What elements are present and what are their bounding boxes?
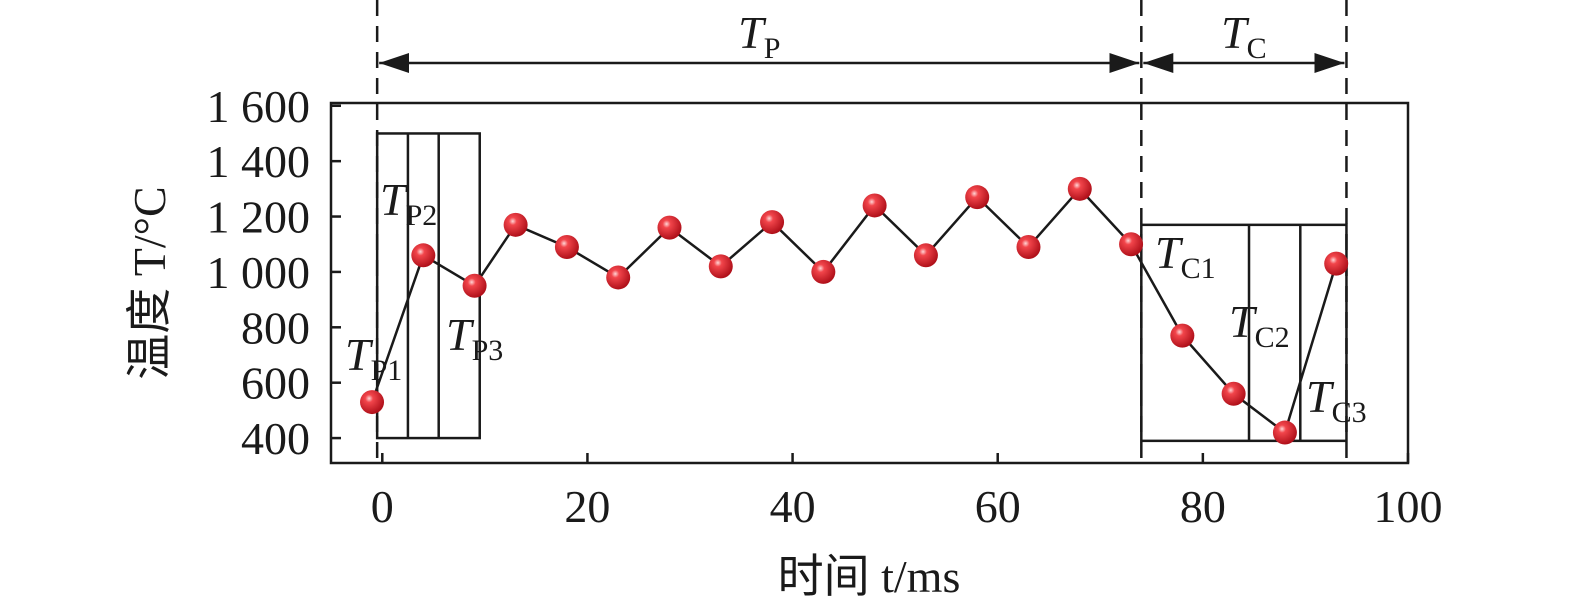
annotation-c3: TC3 — [1306, 371, 1367, 429]
data-point — [1016, 235, 1041, 259]
annotation-p2: TP2 — [380, 174, 437, 232]
series-layer — [360, 176, 1349, 445]
data-point — [1119, 232, 1144, 257]
annotation-p3-symbol: T — [446, 309, 475, 360]
annotation-p3-subscript: P3 — [472, 334, 504, 367]
data-point — [1324, 251, 1349, 276]
annotation-c1-subscript: C1 — [1181, 252, 1216, 285]
annotation-p3: TP3 — [446, 309, 503, 367]
y-tick-label: 1 400 — [207, 136, 311, 187]
plot-frame — [329, 101, 1410, 465]
y-tick-label: 600 — [241, 358, 310, 409]
annotation-c3-symbol: T — [1306, 371, 1335, 422]
x-tick-label: 20 — [564, 481, 610, 532]
y-axis-title: 温度 T/°C — [124, 186, 175, 379]
x-tick-label: 60 — [975, 481, 1021, 532]
y-tick-label: 1 600 — [207, 81, 311, 132]
x-tick-label: 0 — [371, 481, 394, 532]
annotation-c1: TC1 — [1155, 227, 1216, 285]
period-label-c-symbol: T — [1221, 7, 1250, 58]
period-label-c-subscript: C — [1247, 32, 1267, 65]
data-point — [657, 215, 682, 240]
data-point — [462, 273, 487, 298]
x-axis-title: 时间 t/ms — [778, 551, 961, 602]
annotation-p1: TP1 — [345, 329, 402, 387]
data-point — [965, 185, 990, 210]
annotation-p2-symbol: T — [380, 174, 409, 225]
data-point — [913, 243, 938, 268]
period-label-p-subscript: P — [764, 32, 781, 65]
annotation-c3-subscript: C3 — [1332, 396, 1367, 429]
annotation-c1-symbol: T — [1155, 227, 1184, 278]
y-tick-label: 800 — [241, 302, 310, 353]
annotation-c2-subscript: C2 — [1255, 321, 1290, 354]
data-point — [360, 390, 385, 415]
highlight-box-2 — [1140, 223, 1348, 443]
annotation-p1-symbol: T — [345, 329, 374, 380]
data-point — [708, 254, 733, 279]
data-point — [606, 265, 631, 290]
data-point — [1272, 420, 1297, 445]
period-guides: TP TC — [375, 0, 1348, 463]
period-label-c: TC — [1221, 7, 1267, 65]
period-label-p: TP — [738, 7, 780, 65]
period-label-p-symbol: T — [738, 7, 767, 58]
annotation-p1-subscript: P1 — [371, 354, 403, 387]
data-point — [503, 212, 528, 237]
data-point — [1067, 176, 1092, 201]
data-point — [862, 193, 887, 218]
y-tick-label: 400 — [241, 413, 310, 464]
data-point — [411, 243, 436, 268]
data-point — [811, 259, 836, 284]
x-tick-label: 100 — [1374, 481, 1443, 532]
data-point — [554, 235, 579, 259]
annotation-p2-subscript: P2 — [406, 199, 438, 232]
data-point — [1221, 381, 1246, 406]
y-tick-label: 1 200 — [207, 192, 311, 243]
annotation-c2-symbol: T — [1229, 296, 1258, 347]
annotation-c2: TC2 — [1229, 296, 1290, 354]
y-tick-label: 1 000 — [207, 247, 311, 298]
highlight-boxes — [375, 132, 1348, 443]
x-axis: 0 20 40 60 80 100 — [371, 453, 1443, 532]
x-tick-label: 80 — [1180, 481, 1226, 532]
x-tick-label: 40 — [770, 481, 816, 532]
data-point — [760, 210, 785, 235]
data-point — [1170, 323, 1195, 348]
